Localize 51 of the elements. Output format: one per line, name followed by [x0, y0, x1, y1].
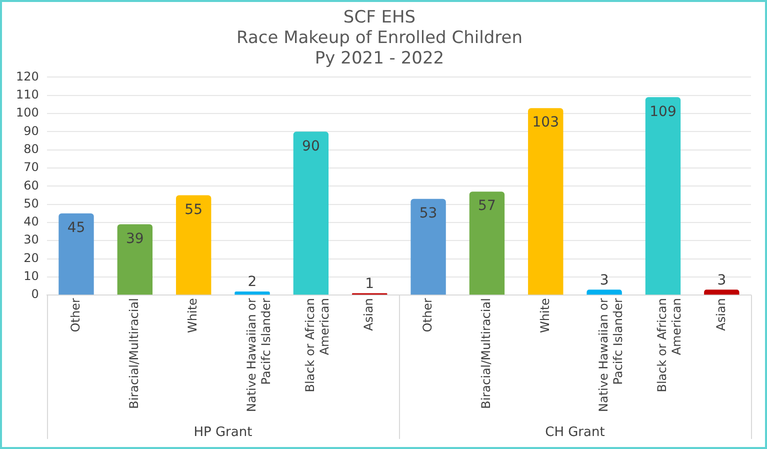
chart-title: SCF EHS Race Makeup of Enrolled Children Py 2021 - 2022 — [236, 8, 522, 68]
text: HP Grant — [194, 424, 252, 440]
y-tick-label: 70 — [24, 160, 39, 174]
data-label: 109 — [650, 104, 676, 120]
bar — [469, 192, 505, 295]
x-tick-label: Black or African American — [655, 298, 684, 392]
data-label: 57 — [478, 198, 496, 214]
y-tick-label: 0 — [31, 287, 39, 302]
y-tick-label: 50 — [24, 196, 39, 210]
x-tick-label: Native Hawaiian or Pacifc Islander — [596, 298, 625, 412]
x-tick-label: Biracial/Multiracial — [127, 298, 142, 409]
y-tick-label: 40 — [24, 214, 39, 229]
y-tick-label: 20 — [24, 250, 39, 265]
y-tick-label: 90 — [24, 124, 39, 138]
data-label: 2 — [248, 274, 257, 290]
data-label: 53 — [419, 205, 438, 222]
data-label: 103 — [532, 114, 560, 131]
bar — [528, 108, 564, 295]
text: CH Grant — [545, 424, 605, 440]
bar — [117, 224, 153, 295]
bar — [234, 291, 270, 295]
x-tick-label: Other — [420, 298, 434, 332]
data-label: 90 — [302, 138, 320, 154]
y-tick-label: 100 — [16, 106, 39, 120]
data-label: 3 — [600, 272, 609, 288]
data-label: 55 — [184, 202, 203, 218]
bar — [410, 198, 446, 295]
bar — [704, 290, 740, 295]
data-label: 3 — [717, 272, 726, 288]
y-tick-label: 110 — [16, 87, 39, 102]
x-tick-label: Asian — [362, 298, 376, 331]
data-label: 45 — [67, 220, 86, 236]
y-tick-label: 80 — [24, 142, 39, 156]
data-label: 1 — [365, 276, 374, 292]
x-tick-label: Other — [68, 298, 82, 332]
bar — [176, 195, 212, 295]
bar — [645, 97, 681, 295]
x-tick-label: Asian — [714, 298, 728, 331]
data-label: 39 — [126, 230, 144, 247]
y-tick-label: 30 — [24, 232, 39, 247]
bar — [293, 132, 329, 295]
x-tick-label: Biracial/Multiracial — [479, 298, 494, 409]
x-tick-label: Black or African American — [303, 298, 332, 392]
y-tick-label: 120 — [16, 69, 39, 84]
y-tick-label: 60 — [24, 178, 39, 192]
x-tick-label: White — [538, 298, 552, 333]
y-tick-label: 10 — [24, 269, 39, 284]
bar — [586, 290, 622, 295]
x-tick-label: Native Hawaiian or Pacifc Islander — [244, 298, 273, 412]
x-tick-label: White — [186, 298, 200, 333]
bar — [58, 213, 94, 295]
